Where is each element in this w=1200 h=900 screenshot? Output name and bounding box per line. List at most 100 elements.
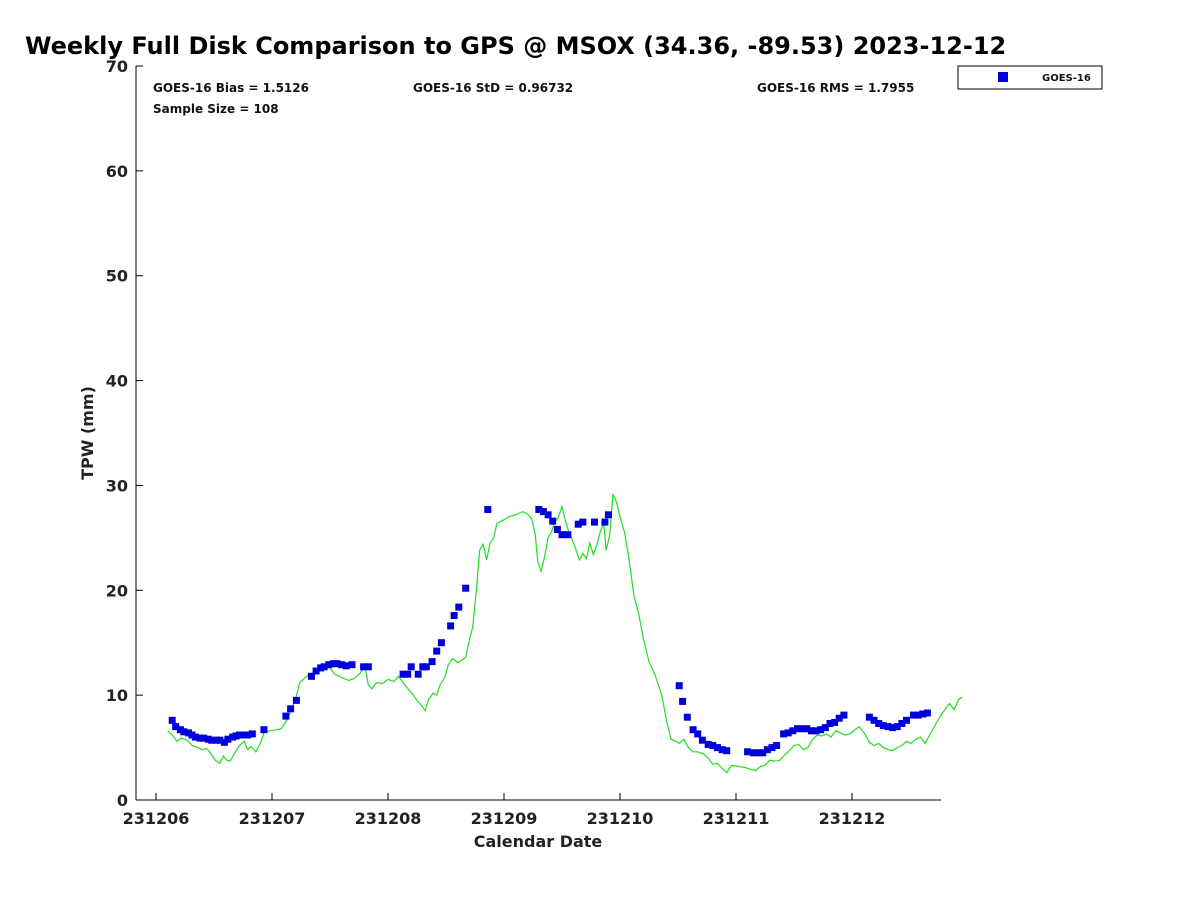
goes-16-point — [704, 740, 712, 748]
goes-16-point — [807, 727, 815, 735]
goes-16-point — [191, 733, 199, 741]
goes-16-point — [407, 663, 415, 671]
goes-16-point — [364, 663, 372, 671]
goes-16-point — [812, 727, 820, 735]
goes-16-point — [831, 718, 839, 726]
goes-16-point — [893, 723, 901, 731]
goes-16-point — [544, 511, 552, 519]
y-tick-label: 10 — [106, 686, 128, 705]
stats-annotations: GOES-16 Bias = 1.5126 GOES-16 StD = 0.96… — [153, 81, 914, 116]
y-ticks: 0 10 20 30 40 50 60 70 — [106, 57, 143, 810]
y-axis-label: TPW (mm) — [78, 386, 97, 480]
goes-16-point — [826, 720, 834, 727]
goes-16-point — [216, 736, 224, 744]
goes-16-point — [333, 660, 341, 668]
goes-16-point — [574, 520, 582, 528]
series-lines — [167, 493, 963, 774]
legend-label-goes16: GOES-16 — [1042, 73, 1091, 84]
goes-16-point — [865, 713, 873, 721]
y-tick-label: 70 — [106, 57, 128, 76]
goes-16-point — [433, 647, 441, 655]
goes-16-point — [338, 661, 346, 669]
x-tick-label: 231211 — [703, 809, 770, 828]
stat-sample-size: Sample Size = 108 — [153, 102, 279, 116]
goes-16-point — [428, 658, 436, 666]
goes-16-point — [320, 663, 328, 671]
x-tick-label: 231212 — [819, 809, 886, 828]
goes-16-point — [689, 726, 697, 734]
goes-16-point — [244, 731, 252, 739]
goes-16-point — [898, 720, 906, 727]
y-tick-label: 0 — [117, 791, 128, 810]
goes-16-point — [773, 742, 781, 749]
x-tick-label: 231210 — [587, 809, 654, 828]
goes-16-point — [835, 714, 843, 722]
goes-16-point — [399, 670, 407, 678]
goes-16-point — [889, 724, 897, 732]
x-axis-label: Calendar Date — [474, 832, 603, 851]
y-tick-label: 30 — [106, 476, 128, 495]
chart-title: Weekly Full Disk Comparison to GPS @ MSO… — [25, 32, 1006, 60]
goes-16-point — [789, 727, 797, 735]
goes-16-point — [553, 526, 561, 533]
goes-16-point — [817, 726, 825, 734]
goes-16-point — [884, 723, 892, 731]
goes-16-point — [172, 723, 180, 731]
goes-16-point — [870, 716, 878, 724]
goes-16-point — [208, 736, 216, 744]
goes-16-point — [879, 722, 887, 730]
goes-16-point — [447, 622, 455, 630]
legend-marker-square — [998, 72, 1008, 82]
stat-std: GOES-16 StD = 0.96732 — [413, 81, 573, 95]
goes-16-point — [292, 696, 300, 704]
goes-16-point — [539, 508, 547, 516]
goes-16-point — [558, 531, 566, 539]
y-tick-label: 50 — [106, 267, 128, 286]
gps-line — [167, 493, 963, 774]
goes-16-point — [579, 518, 587, 526]
goes-16-point — [910, 711, 917, 719]
goes-16-point — [744, 748, 752, 756]
goes-16-point — [462, 584, 470, 592]
x-tick-label: 231209 — [471, 809, 538, 828]
goes-16-point — [180, 728, 188, 736]
goes-16-point — [604, 511, 612, 519]
plot-area: 0 10 20 30 40 50 60 70 231206 231207 231208 231209… — [106, 57, 963, 828]
x-tick-label: 231207 — [239, 809, 306, 828]
y-tick-label: 40 — [106, 372, 128, 391]
goes-16-point — [307, 672, 315, 680]
goes-16-point — [903, 716, 910, 724]
goes-16-point — [248, 730, 256, 738]
goes-16-point — [287, 705, 295, 713]
goes-16-point — [798, 725, 806, 733]
x-tick-label: 231206 — [123, 809, 190, 828]
goes-16-point — [768, 744, 776, 752]
goes-16-point — [794, 725, 801, 733]
series-points — [168, 506, 931, 757]
goes-16-point — [484, 506, 492, 513]
goes-16-point — [784, 729, 792, 737]
goes-16-point — [709, 742, 717, 749]
goes-16-point — [450, 612, 458, 619]
y-tick-label: 20 — [106, 581, 128, 600]
legend-box — [957, 65, 1103, 90]
y-tick-label: 60 — [106, 162, 128, 181]
goes-16-point — [404, 670, 412, 678]
goes-16-point — [325, 661, 333, 669]
goes-16-point — [698, 736, 706, 744]
goes-16-point — [236, 731, 243, 739]
goes-16-point — [803, 725, 811, 733]
goes-16-point — [723, 747, 731, 755]
goes-16-point — [713, 744, 721, 752]
goes-16-point — [749, 749, 757, 757]
goes-16-point — [754, 749, 762, 757]
goes-16-point — [422, 663, 430, 671]
goes-16-point — [168, 716, 176, 724]
goes-16-point — [348, 661, 356, 669]
goes-16-point — [200, 734, 208, 742]
goes-16-point — [923, 709, 931, 717]
goes-16-point — [919, 710, 927, 718]
goes-16-point — [914, 711, 922, 719]
goes-16-point — [282, 712, 290, 720]
